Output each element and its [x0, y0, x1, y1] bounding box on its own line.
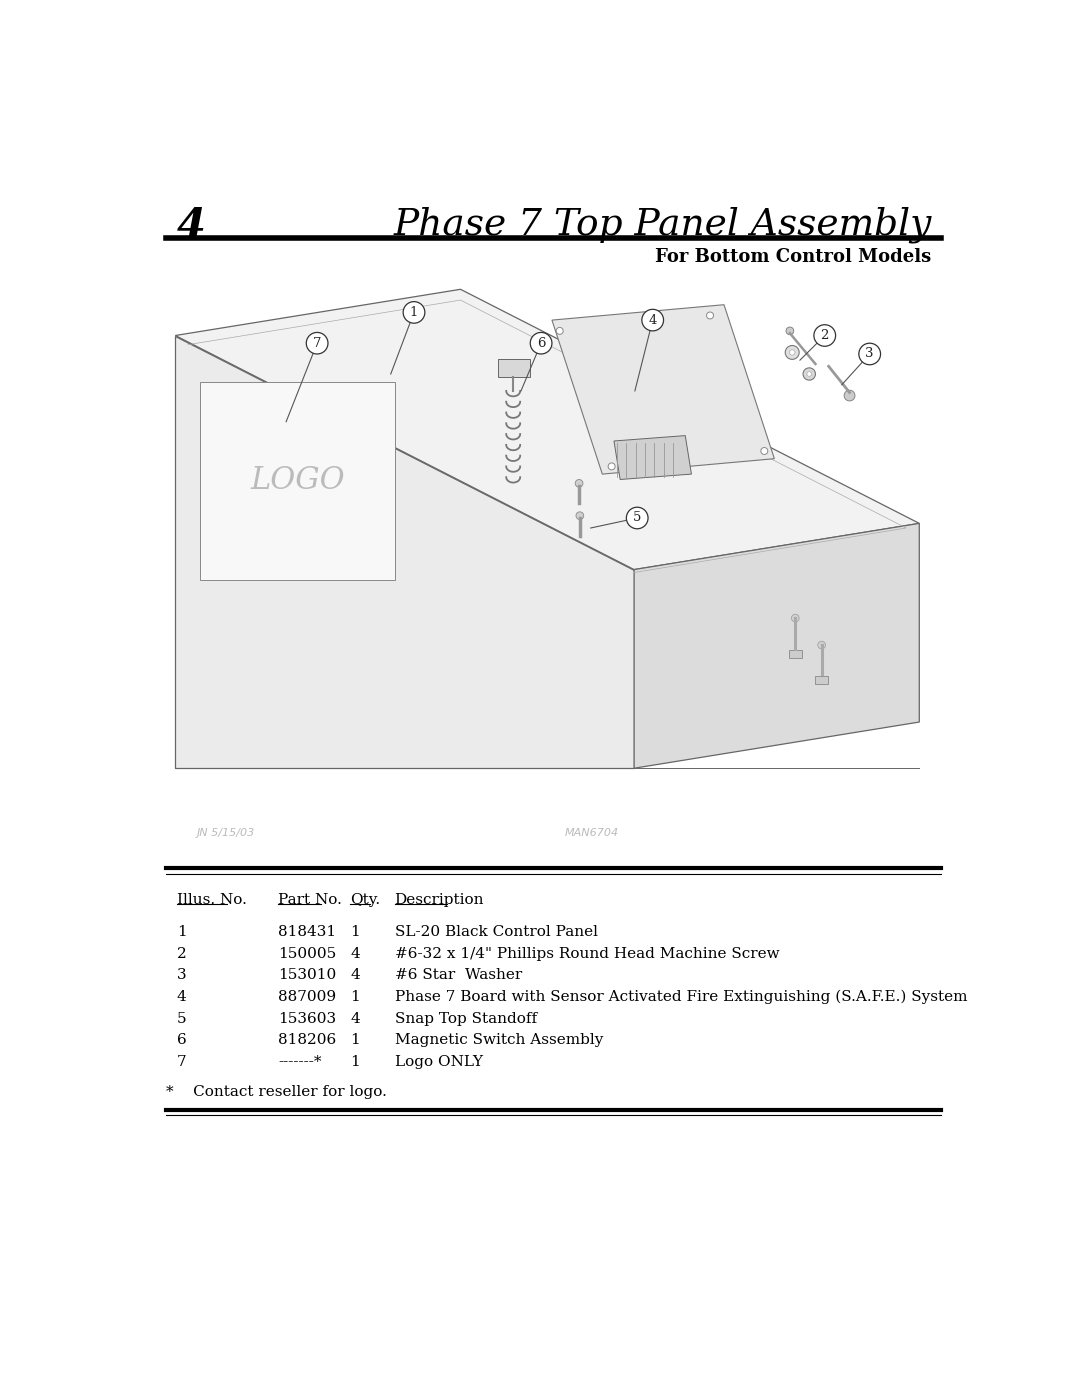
Text: 1: 1	[350, 925, 361, 939]
Circle shape	[792, 615, 799, 622]
Circle shape	[786, 327, 794, 335]
Text: 887009: 887009	[279, 990, 337, 1004]
Text: 7: 7	[313, 337, 322, 349]
Text: Magnetic Switch Assembly: Magnetic Switch Assembly	[394, 1034, 603, 1048]
Text: SL-20 Black Control Panel: SL-20 Black Control Panel	[394, 925, 597, 939]
Text: Qty.: Qty.	[350, 893, 380, 907]
Text: 1: 1	[350, 990, 361, 1004]
Text: For Bottom Control Models: For Bottom Control Models	[656, 249, 932, 267]
Text: 5: 5	[177, 1011, 187, 1025]
Text: LOGO: LOGO	[251, 465, 346, 496]
Text: 4: 4	[350, 968, 361, 982]
Circle shape	[576, 511, 583, 520]
Circle shape	[785, 345, 799, 359]
Text: -------*: -------*	[279, 1055, 322, 1069]
Text: Illus. No.: Illus. No.	[177, 893, 246, 907]
Polygon shape	[613, 436, 691, 479]
Text: 7: 7	[177, 1055, 187, 1069]
Circle shape	[807, 372, 811, 376]
Circle shape	[556, 327, 563, 334]
Text: 4: 4	[350, 1011, 361, 1025]
Polygon shape	[552, 305, 774, 474]
Text: 153603: 153603	[279, 1011, 337, 1025]
Circle shape	[608, 462, 616, 469]
Circle shape	[626, 507, 648, 529]
Circle shape	[818, 641, 825, 648]
Text: 153010: 153010	[279, 968, 337, 982]
Text: 3: 3	[865, 348, 874, 360]
Text: 2: 2	[177, 947, 187, 961]
Text: 4: 4	[177, 990, 187, 1004]
Circle shape	[403, 302, 424, 323]
Text: 6: 6	[177, 1034, 187, 1048]
Text: 1: 1	[350, 1055, 361, 1069]
Text: JN 5/15/03: JN 5/15/03	[197, 828, 255, 838]
Text: Phase 7 Board with Sensor Activated Fire Extinguishing (S.A.F.E.) System: Phase 7 Board with Sensor Activated Fire…	[394, 990, 967, 1004]
Polygon shape	[200, 381, 395, 580]
Circle shape	[576, 479, 583, 488]
Text: 150005: 150005	[279, 947, 337, 961]
Text: 4: 4	[350, 947, 361, 961]
Text: Phase 7 Top Panel Assembly: Phase 7 Top Panel Assembly	[393, 207, 932, 243]
Text: Description: Description	[394, 893, 484, 907]
Text: 818206: 818206	[279, 1034, 337, 1048]
Circle shape	[642, 309, 663, 331]
Text: #6-32 x 1/4" Phillips Round Head Machine Screw: #6-32 x 1/4" Phillips Round Head Machine…	[394, 947, 780, 961]
Text: 5: 5	[633, 511, 642, 524]
Text: *    Contact reseller for logo.: * Contact reseller for logo.	[166, 1085, 387, 1099]
Circle shape	[845, 390, 855, 401]
Circle shape	[804, 367, 815, 380]
Circle shape	[859, 344, 880, 365]
Text: Part No.: Part No.	[279, 893, 342, 907]
Polygon shape	[634, 524, 919, 768]
Polygon shape	[175, 335, 634, 768]
Text: 1: 1	[350, 1034, 361, 1048]
Polygon shape	[815, 676, 828, 683]
Circle shape	[706, 312, 714, 319]
Circle shape	[307, 332, 328, 353]
Polygon shape	[789, 651, 801, 658]
Text: 3: 3	[177, 968, 187, 982]
Text: Logo ONLY: Logo ONLY	[394, 1055, 483, 1069]
Polygon shape	[175, 289, 919, 570]
Text: 1: 1	[409, 306, 418, 319]
Circle shape	[530, 332, 552, 353]
Circle shape	[789, 349, 795, 355]
Text: MAN6704: MAN6704	[565, 828, 619, 838]
Circle shape	[760, 447, 768, 454]
Text: 6: 6	[537, 337, 545, 349]
Text: #6 Star  Washer: #6 Star Washer	[394, 968, 522, 982]
Text: 4: 4	[648, 313, 657, 327]
Text: 4: 4	[177, 207, 206, 249]
Polygon shape	[498, 359, 530, 377]
Text: 818431: 818431	[279, 925, 337, 939]
Text: 1: 1	[177, 925, 187, 939]
Text: Snap Top Standoff: Snap Top Standoff	[394, 1011, 537, 1025]
Circle shape	[814, 324, 836, 346]
Text: 2: 2	[821, 330, 829, 342]
